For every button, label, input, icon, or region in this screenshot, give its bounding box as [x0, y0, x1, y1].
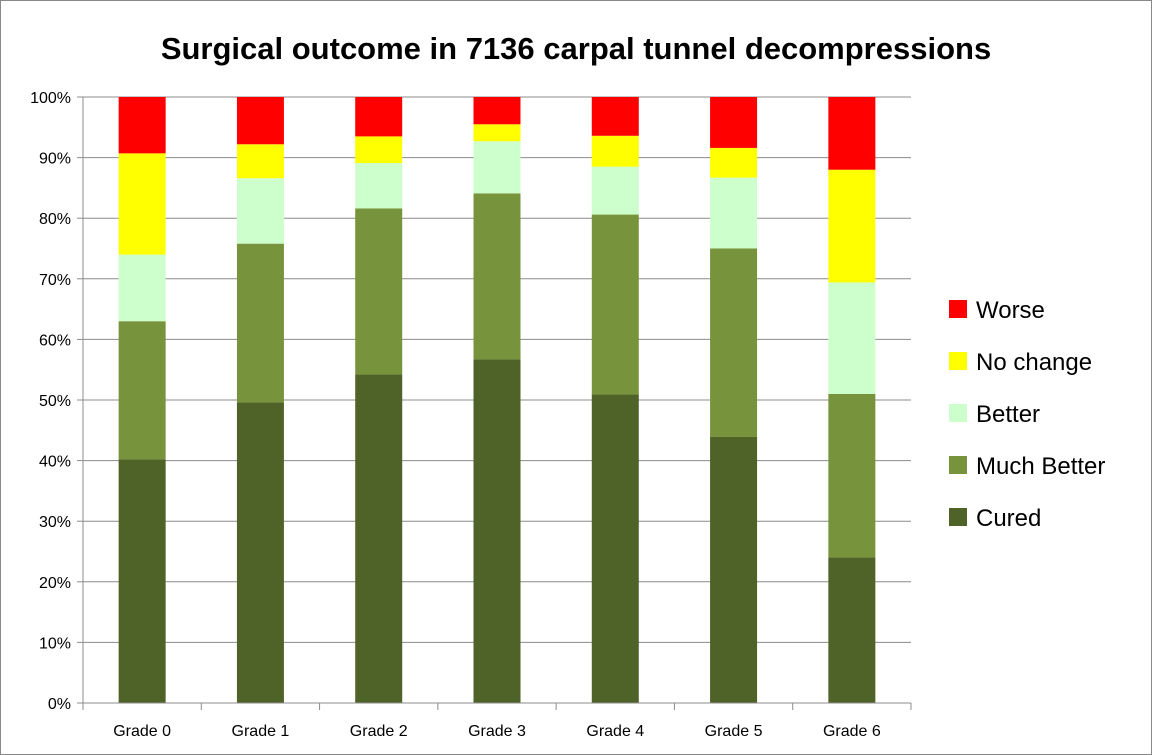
y-tick-label: 100% — [30, 90, 71, 107]
bar-no-change-grade-1 — [236, 144, 284, 179]
axes-layer: 0% 10% 20% 30% 40% 50% 60% 70% 80% 90% 100% Grade 0… — [30, 90, 912, 740]
bar-better-grade-5 — [710, 177, 758, 249]
bar-worse-grade-2 — [355, 97, 403, 137]
bar-no-change-grade-6 — [828, 169, 876, 283]
bar-better-grade-6 — [828, 282, 876, 394]
legend-swatch-better — [949, 404, 967, 422]
bar-cured-grade-6 — [828, 557, 876, 703]
bar-better-grade-3 — [473, 141, 521, 194]
bar-much-better-grade-3 — [473, 193, 521, 360]
bar-cured-grade-5 — [710, 436, 758, 703]
bars-layer — [118, 97, 876, 703]
bar-worse-grade-3 — [473, 97, 521, 125]
y-tick-label: 20% — [39, 575, 71, 592]
bar-cured-grade-2 — [355, 374, 403, 703]
bar-no-change-grade-5 — [710, 147, 758, 178]
x-tick-label: Grade 4 — [586, 723, 644, 740]
bar-worse-grade-1 — [236, 97, 284, 145]
legend-label-much-better: Much Better — [976, 453, 1105, 480]
y-tick-label: 50% — [39, 393, 71, 410]
bar-no-change-grade-0 — [118, 153, 166, 255]
legend-label-cured: Cured — [976, 505, 1041, 532]
bar-no-change-grade-3 — [473, 124, 521, 142]
y-tick-label: 40% — [39, 454, 71, 471]
bar-cured-grade-3 — [473, 359, 521, 703]
legend-swatch-no-change — [949, 352, 967, 370]
bar-better-grade-0 — [118, 254, 166, 322]
y-tick-label: 70% — [39, 272, 71, 289]
bar-better-grade-4 — [591, 166, 639, 215]
bar-worse-grade-4 — [591, 97, 639, 136]
legend-label-better: Better — [976, 401, 1040, 428]
x-tick-label: Grade 6 — [823, 723, 881, 740]
bar-better-grade-2 — [355, 163, 403, 209]
y-tick-label: 80% — [39, 211, 71, 228]
bar-much-better-grade-6 — [828, 393, 876, 558]
bar-much-better-grade-0 — [118, 321, 166, 460]
x-tick-label: Grade 5 — [705, 723, 763, 740]
x-tick-label: Grade 2 — [350, 723, 408, 740]
bar-worse-grade-6 — [828, 97, 876, 170]
bar-no-change-grade-2 — [355, 136, 403, 164]
chart-title: Surgical outcome in 7136 carpal tunnel d… — [161, 31, 991, 66]
y-tick-label: 30% — [39, 514, 71, 531]
legend-label-worse: Worse — [976, 297, 1045, 324]
x-tick-label: Grade 0 — [113, 723, 171, 740]
legend-swatch-worse — [949, 300, 967, 318]
bar-better-grade-1 — [236, 178, 284, 244]
bar-worse-grade-0 — [118, 97, 166, 154]
y-tick-label: 60% — [39, 332, 71, 349]
x-tick-label: Grade 1 — [232, 723, 290, 740]
y-tick-label: 90% — [39, 151, 71, 168]
y-tick-label: 0% — [48, 696, 71, 713]
bar-cured-grade-0 — [118, 459, 166, 703]
bar-much-better-grade-2 — [355, 208, 403, 375]
legend: Worse No change Better Much Better Cured — [949, 297, 1105, 532]
bar-worse-grade-5 — [710, 97, 758, 148]
y-tick-label: 10% — [39, 635, 71, 652]
bar-much-better-grade-4 — [591, 214, 639, 395]
bar-no-change-grade-4 — [591, 135, 639, 167]
bar-cured-grade-4 — [591, 394, 639, 703]
bar-much-better-grade-5 — [710, 248, 758, 437]
x-tick-label: Grade 3 — [468, 723, 526, 740]
legend-swatch-cured — [949, 508, 967, 526]
bar-cured-grade-1 — [236, 402, 284, 703]
bar-much-better-grade-1 — [236, 243, 284, 403]
legend-label-no-change: No change — [976, 349, 1092, 376]
legend-swatch-much-better — [949, 456, 967, 474]
